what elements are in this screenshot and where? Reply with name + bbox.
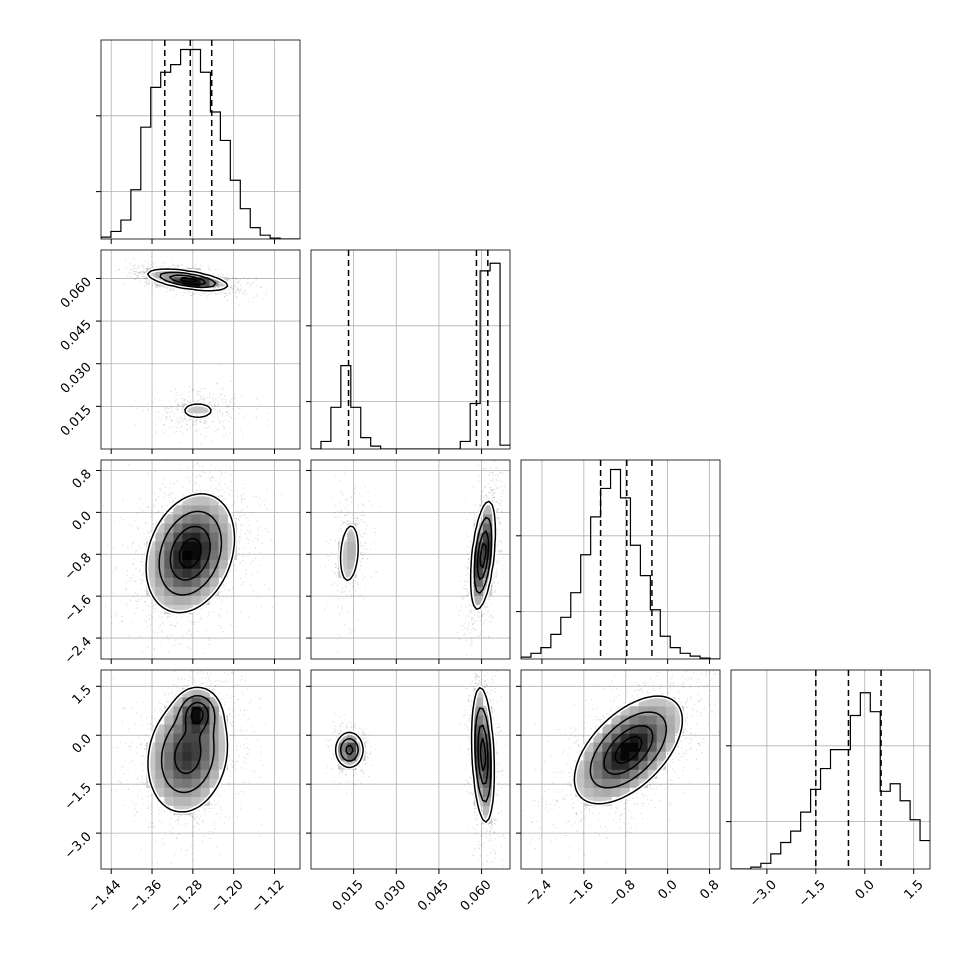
density-panel-0-2: [96, 459, 301, 664]
contour-level-3: [178, 537, 202, 569]
contour-level-0: [147, 686, 229, 813]
x-tick-label: 0.0: [655, 877, 680, 902]
density-panel-0-1: [96, 249, 301, 454]
contour-lines: [338, 499, 498, 612]
y-tick-label: −0.8: [62, 550, 95, 583]
x-tick-label: −1.20: [208, 877, 247, 916]
x-tick-label: −1.36: [126, 877, 165, 916]
y-tick-label: 1.5: [70, 683, 95, 708]
density-panel-2-3: [516, 669, 721, 874]
contour-level-1: [473, 516, 493, 594]
x-tick-label: 0.045: [415, 877, 452, 914]
y-tick-label: 0.8: [70, 467, 95, 492]
x-tick-label: 0.015: [330, 877, 367, 914]
contour-lines: [572, 693, 685, 806]
x-tick-label: −1.44: [85, 877, 124, 916]
y-tick-label: 0.045: [58, 317, 95, 354]
hist-panel-0: [96, 39, 301, 244]
density-panel-0-3: [96, 669, 301, 874]
contour-level-0: [573, 695, 684, 805]
y-tick-label: −1.6: [62, 592, 95, 625]
contour-level-1: [158, 510, 223, 596]
x-tick-label: 0.030: [372, 877, 409, 914]
contour-lines: [143, 491, 237, 615]
x-tick-label: −2.4: [522, 877, 555, 910]
y-tick-label: 0.0: [70, 509, 95, 534]
y-tick-label: −2.4: [62, 634, 95, 667]
x-tick-label: 0.0: [853, 877, 878, 902]
contour-level-1: [589, 711, 668, 789]
x-tick-label: −1.6: [564, 877, 597, 910]
contour-level-0: [334, 686, 496, 823]
contour-level-3: [190, 707, 204, 724]
contour-lines: [333, 685, 497, 825]
y-tick-label: −1.5: [62, 780, 95, 813]
contour-level-0: [146, 268, 229, 418]
density-panel-1-3: [306, 669, 511, 874]
y-tick-label: 0.015: [58, 403, 95, 440]
x-tick-label: 1.5: [902, 877, 927, 902]
hist-panel-1: [306, 249, 511, 454]
contour-level-3: [479, 737, 487, 772]
histogram-step: [101, 48, 300, 239]
histogram-step: [521, 468, 720, 659]
hist-panel-3: [726, 669, 931, 874]
contour-level-3: [179, 276, 198, 283]
contour-level-1: [339, 707, 492, 803]
contour-level-1: [159, 271, 217, 289]
contour-level-2: [476, 530, 490, 581]
density-panel-1-2: [306, 459, 511, 664]
y-tick-label: 0.060: [58, 275, 95, 312]
contour-lines: [145, 684, 230, 815]
x-tick-label: 0.8: [697, 877, 722, 902]
hist-panel-2: [516, 459, 721, 664]
histogram-step: [731, 692, 930, 869]
y-tick-label: −3.0: [62, 829, 95, 862]
contour-level-3: [479, 543, 487, 569]
histogram-step: [311, 262, 510, 449]
contour-level-2: [174, 701, 209, 775]
contour-level-3: [614, 735, 643, 764]
contour-level-2: [168, 274, 207, 286]
contour-level-2: [603, 724, 654, 775]
x-tick-label: −1.28: [167, 877, 206, 916]
contour-level-1: [160, 694, 216, 794]
contour-level-2: [345, 724, 489, 785]
contour-level-2: [169, 525, 211, 581]
contour-lines: [145, 266, 230, 420]
y-tick-label: 0.0: [70, 731, 95, 756]
x-tick-label: −3.0: [747, 877, 780, 910]
x-tick-label: −1.12: [249, 877, 288, 916]
x-tick-label: −1.5: [796, 877, 829, 910]
contour-level-0: [339, 500, 497, 610]
y-tick-label: 0.030: [58, 360, 95, 397]
contour-level-0: [145, 493, 236, 614]
x-tick-label: 0.060: [458, 877, 495, 914]
x-tick-label: −0.8: [606, 877, 639, 910]
